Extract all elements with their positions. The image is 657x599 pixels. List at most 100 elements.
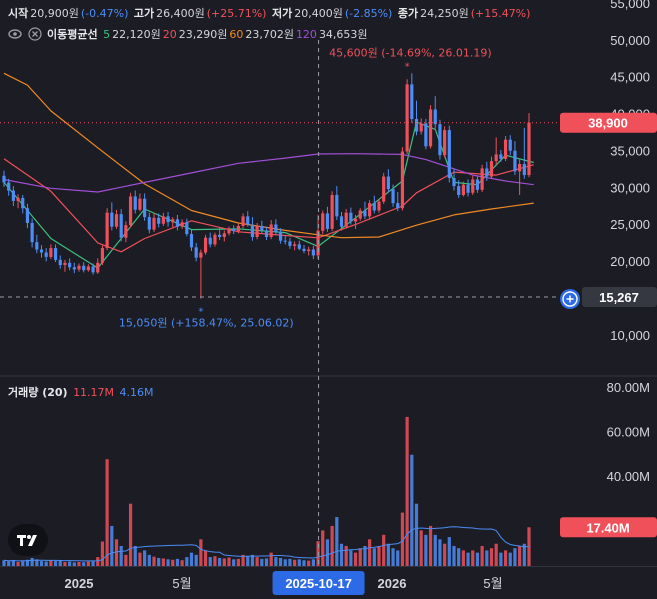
volume-bar xyxy=(203,550,208,566)
candle-body xyxy=(307,249,311,252)
candle-body xyxy=(494,154,498,162)
current-volume-tag xyxy=(560,517,657,538)
candle-body xyxy=(58,259,62,266)
candle-body xyxy=(297,244,301,249)
volume-bar xyxy=(424,534,428,566)
candle-body xyxy=(260,225,264,231)
candle-body xyxy=(335,194,339,217)
candle-body xyxy=(452,178,456,187)
volume-bar xyxy=(232,559,236,566)
volume-bar xyxy=(321,530,325,566)
candle-body xyxy=(274,224,278,232)
candle-body xyxy=(522,164,526,176)
eye-icon[interactable] xyxy=(8,27,22,41)
candle-body xyxy=(255,225,259,238)
volume-tick-label: 60.00M xyxy=(607,425,650,440)
plus-circle-icon[interactable] xyxy=(560,289,580,309)
candle-body xyxy=(246,216,250,225)
candle-body xyxy=(133,196,137,210)
candle-body xyxy=(325,213,330,229)
time-axis-label: 5월 xyxy=(172,576,191,591)
price-tick-label: 10,000 xyxy=(610,328,650,343)
candle-body xyxy=(185,222,189,235)
volume-bar xyxy=(438,539,442,566)
volume-bar xyxy=(246,556,250,566)
candle-body xyxy=(518,164,522,172)
volume-bar xyxy=(11,560,15,566)
volume-bar xyxy=(218,557,222,566)
ma-label: 이동평균선 xyxy=(47,28,98,41)
volume-bar xyxy=(260,558,264,566)
volume-bar xyxy=(166,559,170,566)
volume-bar xyxy=(274,557,278,566)
time-axis-label: 2026 xyxy=(378,576,407,591)
volume-bar xyxy=(288,558,292,566)
volume-bar xyxy=(100,541,105,566)
candle-body xyxy=(171,219,175,223)
candle-body xyxy=(16,197,20,201)
volume-bar xyxy=(39,561,44,566)
close-icon[interactable] xyxy=(27,27,42,41)
volume-bar xyxy=(377,545,381,566)
candle-body xyxy=(349,212,353,222)
ohlc-label: 저가 xyxy=(271,7,293,20)
volume-bar xyxy=(494,543,498,566)
volume-bar xyxy=(128,503,133,566)
candle-body xyxy=(166,216,170,223)
volume-bar xyxy=(344,545,348,566)
volume-bar xyxy=(513,548,517,566)
ohlc-label: 종가 xyxy=(397,7,419,20)
current-price-tag xyxy=(560,112,657,133)
candle-body xyxy=(372,203,376,211)
crosshair-price-label: 15,267 xyxy=(599,290,639,305)
volume-bar xyxy=(72,562,76,566)
candle-body xyxy=(213,234,217,245)
volume-bar xyxy=(363,545,367,566)
candle-body xyxy=(147,217,151,230)
volume-bar xyxy=(428,525,433,566)
time-axis-label: 2025 xyxy=(65,576,94,591)
ohlc-label: 시작 xyxy=(8,7,29,20)
volume-bar xyxy=(208,557,212,566)
volume-bar xyxy=(391,548,395,566)
candle-body xyxy=(227,228,231,234)
volume-bar xyxy=(410,454,414,566)
candle-body xyxy=(499,154,503,159)
candle-body xyxy=(466,184,470,193)
candle-body xyxy=(21,197,25,209)
volume-bar xyxy=(35,559,39,566)
volume-label: 거래량 (20) xyxy=(8,386,68,399)
candle-body xyxy=(35,242,39,250)
candle-body xyxy=(358,210,362,219)
candle-body xyxy=(508,139,512,151)
candle-body xyxy=(353,218,358,222)
candle-body xyxy=(311,249,315,256)
candle-body xyxy=(241,216,245,226)
volume-legend: 거래량 (20) 11.17M 4.16M xyxy=(8,384,156,400)
high-annotation: 45,600원 (-14.69%, 26.01.19) xyxy=(329,46,492,59)
candle-body xyxy=(82,265,86,271)
current-volume-label: 17.40M xyxy=(586,520,629,535)
tradingview-logo-icon[interactable] xyxy=(8,524,48,556)
candle-body xyxy=(68,262,72,268)
volume-bar xyxy=(147,554,151,566)
ma-value: 23,290원 xyxy=(178,28,228,41)
candle-body xyxy=(471,179,475,193)
volume-bar xyxy=(358,548,362,566)
candle-body xyxy=(400,151,405,209)
candle-body xyxy=(203,237,208,253)
ohlc-change: (+15.47%) xyxy=(470,7,531,20)
crosshair-price-tag xyxy=(582,286,657,307)
candle-body xyxy=(424,123,428,147)
volume-bar xyxy=(96,557,100,566)
price-tick-label: 30,000 xyxy=(610,180,650,195)
volume-bar xyxy=(161,558,165,566)
candle-body xyxy=(480,168,484,190)
ma-period: 120 xyxy=(295,28,317,41)
candle-body xyxy=(513,150,517,172)
candle-body xyxy=(208,237,212,245)
volume-bar xyxy=(349,550,353,566)
candle-body xyxy=(180,222,184,227)
volume-bar xyxy=(269,552,273,566)
